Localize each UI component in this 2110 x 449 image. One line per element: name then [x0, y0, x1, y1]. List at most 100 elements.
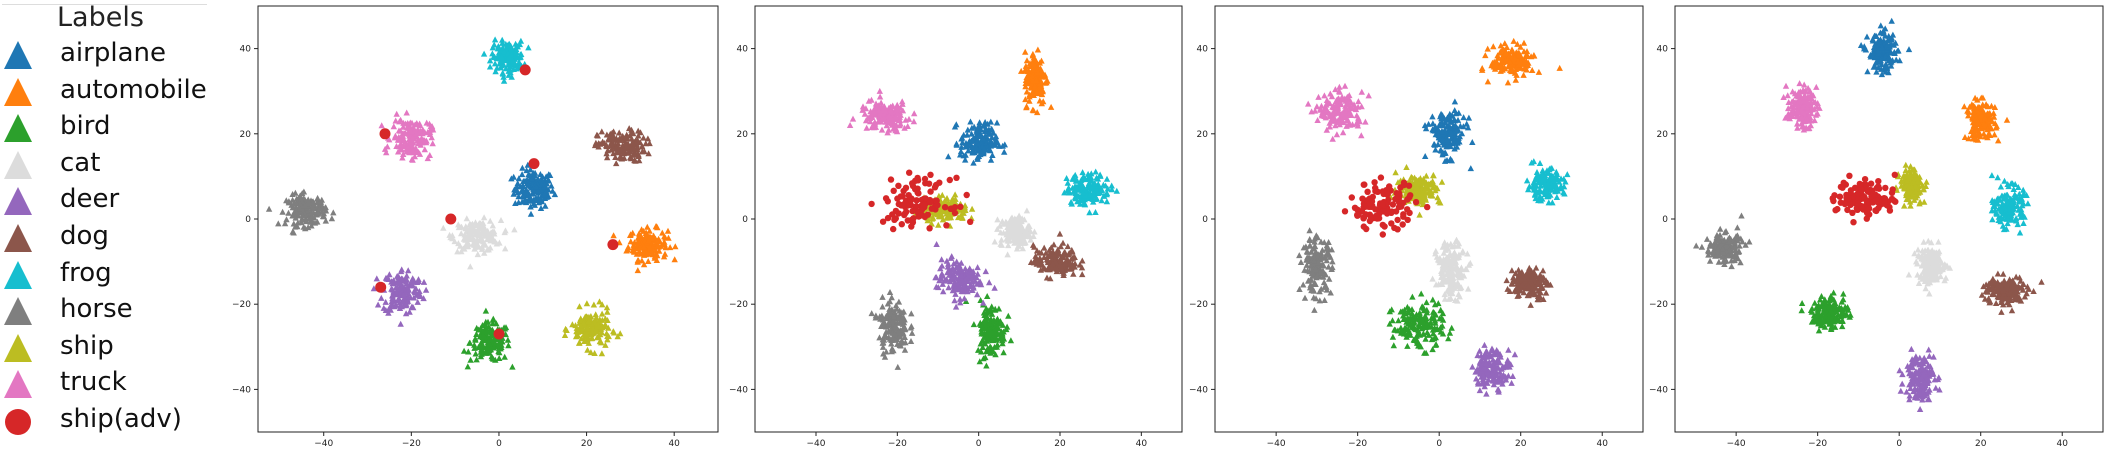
data-point [409, 281, 416, 288]
adv-point [1348, 194, 1356, 201]
data-point [1517, 275, 1524, 282]
data-point [948, 197, 955, 204]
data-point [1497, 63, 1504, 69]
data-point [863, 124, 870, 131]
data-point [1327, 90, 1334, 97]
data-point [1476, 347, 1483, 354]
data-point [945, 284, 952, 291]
data-point [1532, 195, 1539, 202]
data-point [1067, 198, 1075, 205]
data-point [472, 335, 479, 342]
data-point [393, 110, 400, 117]
adv-point [493, 328, 505, 340]
data-point [1054, 248, 1061, 255]
data-point [924, 217, 931, 224]
data-point [1490, 351, 1497, 358]
data-point [479, 219, 487, 226]
data-point [907, 338, 915, 344]
data-point [1443, 278, 1450, 285]
data-point [1050, 241, 1058, 248]
data-point [424, 155, 431, 162]
data-point [1497, 42, 1504, 49]
legend-entry-deer: deer [0, 183, 210, 217]
data-point [388, 278, 395, 285]
data-point [1022, 239, 1029, 246]
data-point [1453, 127, 1460, 134]
data-point [1441, 291, 1448, 298]
adv-point [1372, 212, 1380, 220]
data-point [1057, 243, 1064, 250]
data-point [396, 280, 403, 286]
data-point [1436, 122, 1443, 129]
data-point [1512, 76, 1519, 83]
adv-point [1362, 211, 1369, 218]
adv-point [917, 212, 924, 219]
cluster-shipadv [868, 169, 974, 233]
data-point [886, 335, 894, 342]
data-point [1086, 184, 1093, 191]
data-point [990, 316, 998, 323]
triangle-marker-icon [4, 370, 32, 399]
data-point [610, 136, 618, 143]
data-point [1409, 174, 1416, 181]
data-point [1402, 326, 1409, 333]
data-point [1508, 267, 1516, 274]
data-point [408, 128, 415, 135]
data-point [1543, 187, 1551, 194]
data-point [1096, 171, 1104, 178]
data-point [1539, 171, 1546, 178]
data-point [486, 57, 494, 64]
data-point [892, 125, 900, 132]
data-point [1041, 244, 1048, 251]
adv-point [379, 128, 391, 140]
data-point [636, 157, 643, 164]
data-point [515, 175, 523, 182]
data-point [1432, 146, 1439, 153]
data-point [1346, 121, 1354, 128]
data-point [1329, 258, 1336, 265]
data-point [309, 218, 316, 224]
data-point [378, 294, 385, 301]
data-point [1323, 97, 1331, 103]
data-point [967, 118, 974, 125]
data-point [1415, 340, 1422, 347]
data-point [573, 324, 580, 331]
data-point [1493, 372, 1500, 378]
data-point [900, 329, 907, 336]
adv-point [1360, 223, 1368, 230]
data-point [328, 215, 336, 222]
data-point [1308, 248, 1315, 255]
data-point [518, 171, 526, 178]
data-point [279, 208, 286, 215]
data-point [1451, 98, 1459, 105]
adv-point [941, 204, 949, 211]
data-point [415, 276, 422, 283]
data-point [373, 275, 380, 282]
data-point [1549, 173, 1556, 180]
data-point [928, 220, 935, 227]
data-point [1435, 131, 1442, 138]
adv-point [1379, 231, 1387, 238]
data-point [1415, 315, 1422, 322]
data-point [1403, 318, 1410, 325]
data-point [622, 134, 629, 141]
data-point [1435, 198, 1442, 205]
adv-point [907, 197, 915, 204]
data-point [1022, 48, 1029, 55]
adv-point [1400, 181, 1408, 189]
data-point [408, 303, 416, 310]
data-point [491, 60, 499, 67]
data-point [998, 236, 1005, 243]
data-point [1438, 147, 1445, 154]
data-point [883, 312, 890, 319]
data-point [862, 117, 870, 124]
data-point [1432, 247, 1439, 254]
data-point [299, 207, 306, 214]
data-point [473, 356, 480, 363]
data-point [1046, 246, 1053, 253]
data-point [583, 300, 591, 307]
data-point [492, 356, 499, 363]
y-tick-label: 40 [1197, 45, 1209, 55]
legend-label: ship(adv) [60, 404, 182, 434]
adv-point [925, 180, 933, 187]
